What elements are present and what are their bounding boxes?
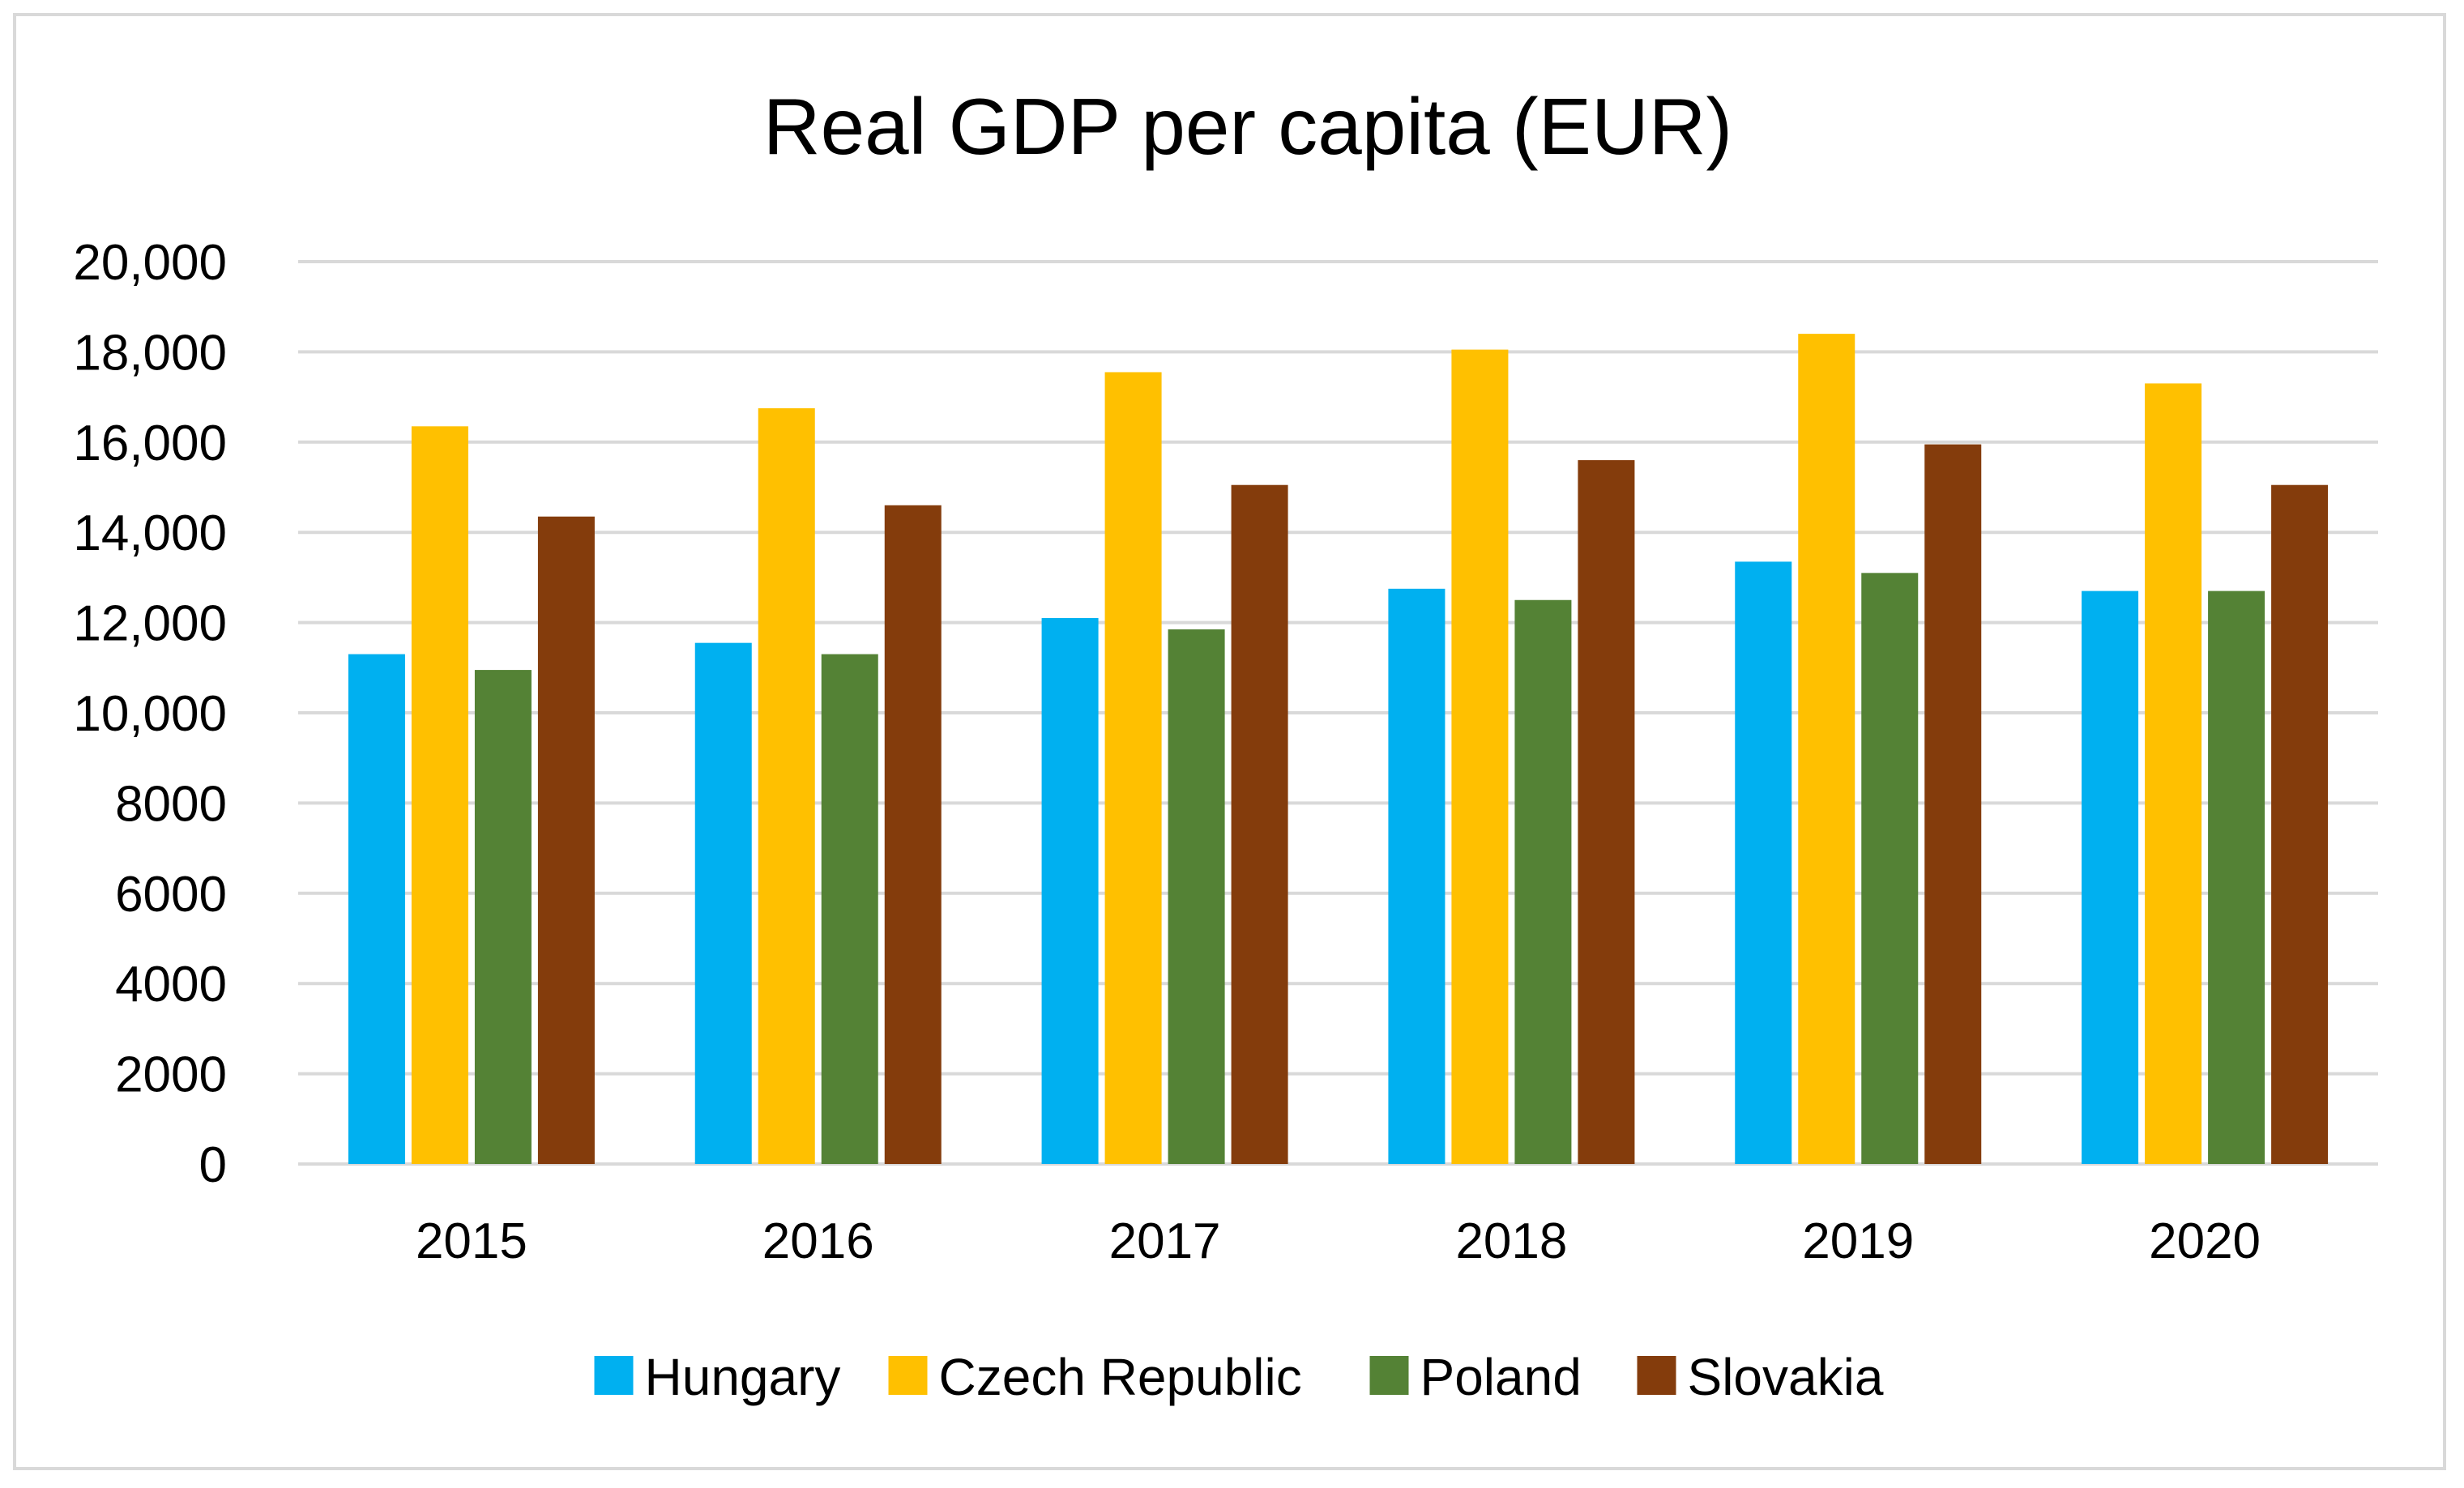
y-tick-label: 10,000 xyxy=(73,686,227,742)
legend-label: Hungary xyxy=(645,1348,841,1406)
y-tick-label: 20,000 xyxy=(73,235,227,291)
x-tick-label: 2019 xyxy=(1802,1213,1914,1269)
y-tick-label: 14,000 xyxy=(73,505,227,561)
x-tick-label: 2017 xyxy=(1109,1213,1221,1269)
x-axis: 2015 2016 2017 2018 2019 2020 xyxy=(416,1213,2261,1269)
bar xyxy=(474,670,532,1164)
y-tick-label: 18,000 xyxy=(73,325,227,381)
bar xyxy=(884,505,942,1164)
legend-swatch xyxy=(888,1356,928,1395)
bar xyxy=(1924,444,1982,1164)
bar xyxy=(411,426,468,1164)
bar xyxy=(1798,334,1855,1164)
bar xyxy=(1861,573,1919,1164)
bar xyxy=(2082,591,2139,1164)
legend: Hungary Czech Republic Poland Slovakia xyxy=(594,1348,1884,1406)
bar xyxy=(1104,372,1162,1165)
bar xyxy=(2271,484,2329,1164)
x-tick-label: 2020 xyxy=(2149,1213,2261,1269)
bar xyxy=(1231,484,1288,1164)
x-tick-label: 2016 xyxy=(762,1213,874,1269)
bar xyxy=(1514,599,1572,1164)
bar xyxy=(1578,460,1635,1164)
bar xyxy=(1388,588,1446,1164)
bar xyxy=(694,642,752,1164)
y-tick-label: 8000 xyxy=(115,776,227,832)
y-tick-label: 2000 xyxy=(115,1047,227,1103)
bar xyxy=(348,654,405,1164)
legend-label: Czech Republic xyxy=(939,1348,1302,1406)
bar xyxy=(758,408,815,1164)
legend-label: Slovakia xyxy=(1688,1348,1884,1406)
bar xyxy=(2208,591,2265,1164)
y-tick-label: 16,000 xyxy=(73,416,227,471)
gridlines xyxy=(298,260,2378,1166)
chart-title: Real GDP per capita (EUR) xyxy=(763,82,1732,171)
y-tick-label: 12,000 xyxy=(73,596,227,652)
y-tick-label: 4000 xyxy=(115,957,227,1013)
legend-swatch xyxy=(1637,1356,1676,1395)
bar xyxy=(1041,618,1099,1164)
bar xyxy=(2145,383,2202,1164)
bar xyxy=(1168,629,1225,1164)
y-tick-label: 6000 xyxy=(115,867,227,923)
bar xyxy=(821,654,878,1164)
legend-swatch xyxy=(1369,1356,1409,1395)
x-tick-label: 2018 xyxy=(1455,1213,1567,1269)
bar xyxy=(537,516,595,1164)
bar xyxy=(1735,561,1792,1164)
bar xyxy=(1451,349,1509,1164)
legend-label: Poland xyxy=(1420,1348,1582,1406)
legend-swatch xyxy=(594,1356,634,1395)
bars xyxy=(348,334,2329,1165)
y-tick-label: 0 xyxy=(199,1137,227,1193)
y-axis: 0 2000 4000 6000 8000 10,000 12,000 14,000 16,00… xyxy=(73,235,227,1193)
x-tick-label: 2015 xyxy=(416,1213,527,1269)
